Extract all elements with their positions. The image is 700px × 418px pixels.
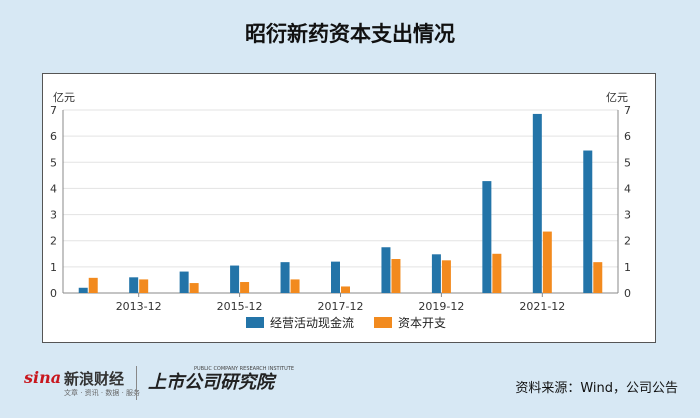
y-tick-label-left: 4 — [50, 182, 57, 195]
y-tick-label-right: 4 — [624, 182, 631, 195]
x-tick-label: 2017-12 — [318, 300, 364, 313]
sina-finance-name: 新浪财经 — [64, 370, 125, 388]
institute-english-name: PUBLIC COMPANY RESEARCH INSTITUTE — [194, 366, 294, 372]
bar-operating-cash-flow — [431, 254, 441, 293]
y-tick-label-left: 0 — [50, 287, 57, 300]
bar-operating-cash-flow — [381, 247, 391, 293]
y-tick-label-left: 3 — [50, 209, 57, 222]
bar-operating-cash-flow — [532, 113, 542, 293]
bar-capex — [290, 279, 300, 293]
y-tick-label-left: 5 — [50, 156, 57, 169]
sina-finance-subtitle: 文章 · 资讯 · 数据 · 服务 — [64, 389, 141, 397]
y-tick-label-left: 7 — [50, 104, 57, 117]
y-tick-label-left: 6 — [50, 130, 57, 143]
y-tick-label-right: 1 — [624, 261, 631, 274]
bar-capex — [542, 231, 552, 293]
bar-operating-cash-flow — [583, 150, 593, 293]
bar-operating-cash-flow — [129, 277, 139, 293]
y-tick-label-right: 7 — [624, 104, 631, 117]
legend-label-capex: 资本开支 — [398, 316, 446, 330]
legend-swatch-capex — [374, 317, 392, 328]
y-tick-label-right: 2 — [624, 235, 631, 248]
bar-operating-cash-flow — [78, 287, 88, 293]
source-note: 资料来源：Wind，公司公告 — [515, 381, 678, 396]
y-tick-label-right: 6 — [624, 130, 631, 143]
bar-capex — [492, 253, 502, 293]
bar-capex — [341, 286, 350, 293]
y-tick-label-right: 5 — [624, 156, 631, 169]
chart-panel: 0 0 1 1 2 2 3 3 4 4 5 5 6 6 7 7 亿元 亿元 2013-12 2015-12 2017-1… — [42, 73, 656, 343]
bar-capex — [441, 260, 451, 293]
y-unit-right: 亿元 — [606, 91, 628, 104]
x-tick-label: 2021-12 — [519, 300, 565, 313]
bar-operating-cash-flow — [482, 181, 492, 293]
bar-operating-cash-flow — [280, 262, 290, 293]
y-tick-label-right: 3 — [624, 209, 631, 222]
bar-capex — [139, 279, 149, 293]
y-tick-label-left: 2 — [50, 235, 57, 248]
bar-operating-cash-flow — [179, 271, 189, 293]
x-tick-label: 2013-12 — [116, 300, 162, 313]
bar-operating-cash-flow — [331, 261, 340, 293]
chart-title: 昭衍新药资本支出情况 — [245, 22, 455, 46]
institute-name: 上市公司研究院 — [148, 372, 274, 393]
bar-capex — [88, 277, 98, 293]
y-tick-label-right: 0 — [624, 287, 631, 300]
x-tick-label: 2015-12 — [217, 300, 263, 313]
bar-capex — [593, 262, 603, 293]
brand-divider — [136, 366, 137, 400]
bar-capex — [240, 282, 250, 293]
bar-operating-cash-flow — [230, 265, 240, 293]
sina-logo: sina — [24, 368, 62, 387]
x-tick-label: 2019-12 — [418, 300, 464, 313]
legend-swatch-operating-cash-flow — [246, 317, 264, 328]
bar-capex — [391, 259, 401, 293]
y-tick-label-left: 1 — [50, 261, 57, 274]
y-unit-left: 亿元 — [53, 91, 75, 104]
bar-capex — [189, 283, 199, 293]
legend-label-operating-cash-flow: 经营活动现金流 — [270, 315, 354, 330]
